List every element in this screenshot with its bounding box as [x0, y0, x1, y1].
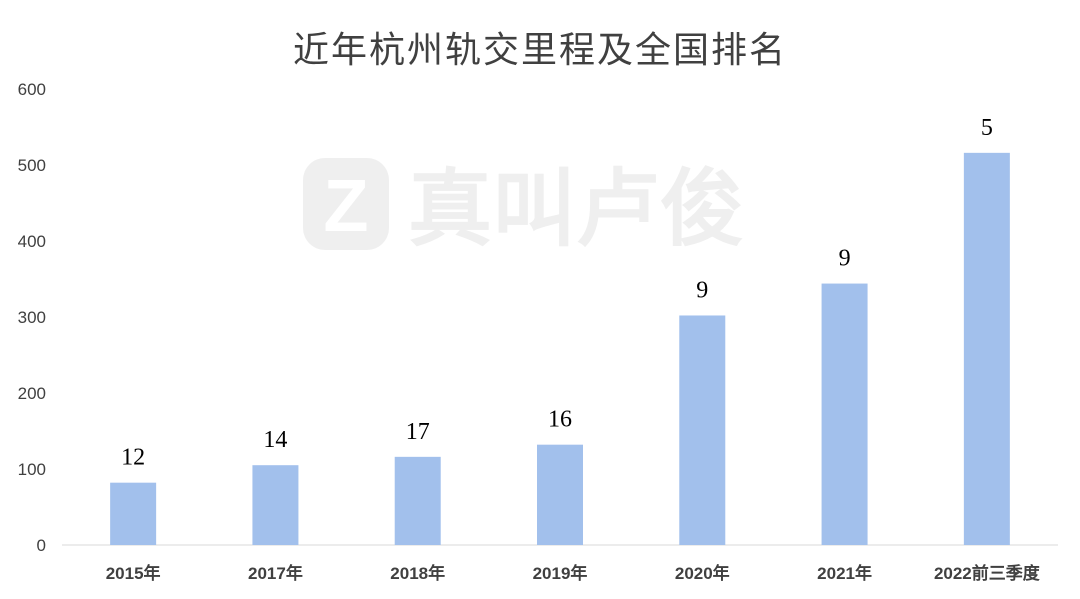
- x-axis: 2015年 2017年 2018年 2019年 2020年 2021年 2022前三季度: [106, 563, 1041, 583]
- bar-rank-label: 14: [263, 427, 287, 453]
- bar: [963, 152, 1010, 545]
- bar-rank-label: 16: [548, 407, 572, 433]
- x-tick-label: 2022前三季度: [934, 563, 1041, 583]
- bar: [110, 482, 157, 545]
- y-tick-label: 400: [18, 232, 46, 251]
- watermark-logo-letter: Z: [323, 164, 368, 247]
- data-labels: 12 14 17 16 9 9 5: [121, 115, 993, 471]
- y-tick-label: 200: [18, 384, 46, 403]
- bar-rank-label: 5: [981, 115, 993, 141]
- watermark-text: 真叫卢俊: [408, 160, 744, 258]
- y-tick-label: 0: [37, 536, 46, 555]
- y-tick-label: 600: [18, 80, 46, 99]
- bar: [537, 444, 583, 545]
- chart-title: 近年杭州轨交里程及全国排名: [293, 30, 787, 71]
- x-tick-label: 2021年: [817, 563, 872, 583]
- x-tick-label: 2015年: [106, 563, 161, 583]
- bar: [821, 283, 868, 545]
- bar-rank-label: 12: [121, 445, 145, 471]
- x-tick-label: 2018年: [390, 563, 445, 583]
- bar: [252, 465, 299, 545]
- x-tick-label: 2017年: [248, 563, 303, 583]
- x-tick-label: 2020年: [675, 563, 730, 583]
- bar-rank-label: 17: [406, 419, 430, 445]
- y-tick-label: 500: [18, 156, 46, 175]
- x-tick-label: 2019年: [533, 563, 588, 583]
- y-axis: 0 100 200 300 400 500 600: [18, 80, 46, 555]
- bars: [110, 152, 1010, 545]
- watermark-logo-badge: [303, 158, 389, 250]
- bar-rank-label: 9: [839, 246, 851, 272]
- bar: [394, 456, 441, 545]
- watermark: Z 真叫卢俊: [303, 158, 744, 258]
- y-tick-label: 100: [18, 460, 46, 479]
- y-tick-label: 300: [18, 308, 46, 327]
- bar-rank-label: 9: [696, 277, 708, 303]
- bar: [679, 315, 726, 545]
